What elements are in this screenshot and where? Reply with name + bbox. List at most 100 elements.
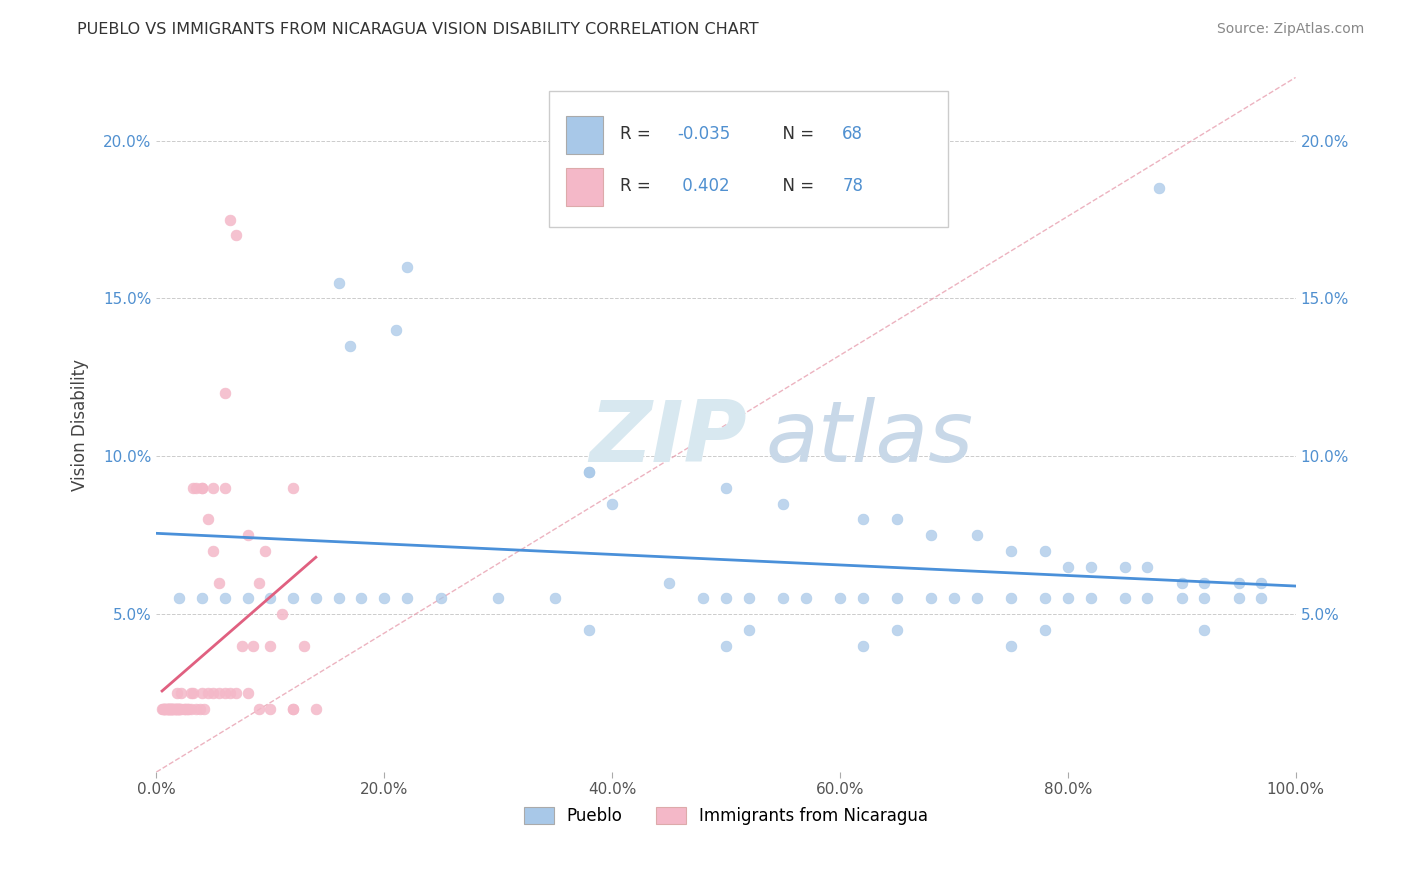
Point — [170, 686, 193, 700]
Point — [1227, 575, 1250, 590]
Point — [156, 702, 179, 716]
Point — [219, 686, 242, 700]
Point — [339, 339, 361, 353]
Point — [208, 575, 231, 590]
Point — [253, 544, 276, 558]
Point — [231, 639, 253, 653]
Point — [214, 591, 236, 606]
Point — [1000, 591, 1022, 606]
Point — [714, 591, 737, 606]
Point — [1250, 591, 1272, 606]
Point — [163, 702, 186, 716]
Text: 0.402: 0.402 — [676, 178, 730, 195]
Point — [772, 497, 794, 511]
Point — [152, 702, 174, 716]
Text: ZIP: ZIP — [589, 397, 747, 480]
Point — [167, 702, 190, 716]
Point — [157, 702, 180, 716]
FancyBboxPatch shape — [567, 168, 603, 206]
Point — [150, 702, 173, 716]
Point — [1056, 591, 1078, 606]
Y-axis label: Vision Disability: Vision Disability — [72, 359, 89, 491]
Text: N =: N = — [772, 126, 818, 144]
Point — [236, 528, 259, 542]
Point — [242, 639, 264, 653]
Point — [174, 702, 197, 716]
Point — [692, 591, 714, 606]
Point — [167, 702, 190, 716]
Point — [225, 686, 247, 700]
Point — [155, 702, 177, 716]
Point — [1033, 544, 1056, 558]
Point — [430, 591, 453, 606]
Point — [197, 686, 219, 700]
Point — [658, 575, 681, 590]
Point — [1170, 591, 1192, 606]
Point — [160, 702, 183, 716]
Point — [600, 497, 623, 511]
Point — [214, 386, 236, 401]
Point — [219, 212, 242, 227]
Point — [177, 702, 200, 716]
Point — [373, 591, 395, 606]
Point — [236, 686, 259, 700]
Point — [270, 607, 292, 622]
FancyBboxPatch shape — [550, 91, 948, 227]
Point — [305, 702, 328, 716]
Point — [191, 481, 214, 495]
Point — [202, 481, 225, 495]
Point — [169, 702, 191, 716]
Point — [170, 702, 193, 716]
Point — [153, 702, 176, 716]
Point — [1170, 575, 1192, 590]
Point — [181, 481, 204, 495]
Point — [1056, 559, 1078, 574]
Point — [214, 481, 236, 495]
Point — [225, 228, 247, 243]
Point — [1080, 591, 1102, 606]
Point — [162, 702, 184, 716]
Text: R =: R = — [620, 178, 657, 195]
Point — [166, 702, 188, 716]
Point — [1033, 623, 1056, 637]
Point — [155, 702, 177, 716]
Point — [486, 591, 509, 606]
Point — [191, 481, 214, 495]
Point — [395, 260, 418, 274]
Point — [384, 323, 406, 337]
Text: PUEBLO VS IMMIGRANTS FROM NICARAGUA VISION DISABILITY CORRELATION CHART: PUEBLO VS IMMIGRANTS FROM NICARAGUA VISI… — [77, 22, 759, 37]
Point — [1194, 575, 1216, 590]
Point — [181, 686, 204, 700]
Point — [156, 702, 179, 716]
Point — [294, 639, 316, 653]
Point — [167, 702, 190, 716]
Point — [281, 481, 304, 495]
Point — [259, 639, 281, 653]
Point — [886, 623, 908, 637]
Point — [197, 512, 219, 526]
Point — [281, 591, 304, 606]
Point — [236, 591, 259, 606]
Point — [1000, 544, 1022, 558]
Point — [186, 481, 208, 495]
Point — [180, 702, 202, 716]
Point — [281, 702, 304, 716]
Text: 78: 78 — [842, 178, 863, 195]
Point — [193, 702, 215, 716]
Point — [259, 591, 281, 606]
Point — [162, 702, 184, 716]
Point — [942, 591, 965, 606]
Point — [1194, 623, 1216, 637]
Point — [156, 702, 179, 716]
Point — [208, 686, 231, 700]
Point — [1114, 591, 1136, 606]
Point — [328, 276, 350, 290]
Point — [1136, 559, 1159, 574]
Point — [794, 591, 817, 606]
Point — [159, 702, 181, 716]
Point — [165, 702, 187, 716]
Point — [350, 591, 373, 606]
Point — [173, 702, 195, 716]
Point — [738, 623, 761, 637]
Point — [714, 481, 737, 495]
